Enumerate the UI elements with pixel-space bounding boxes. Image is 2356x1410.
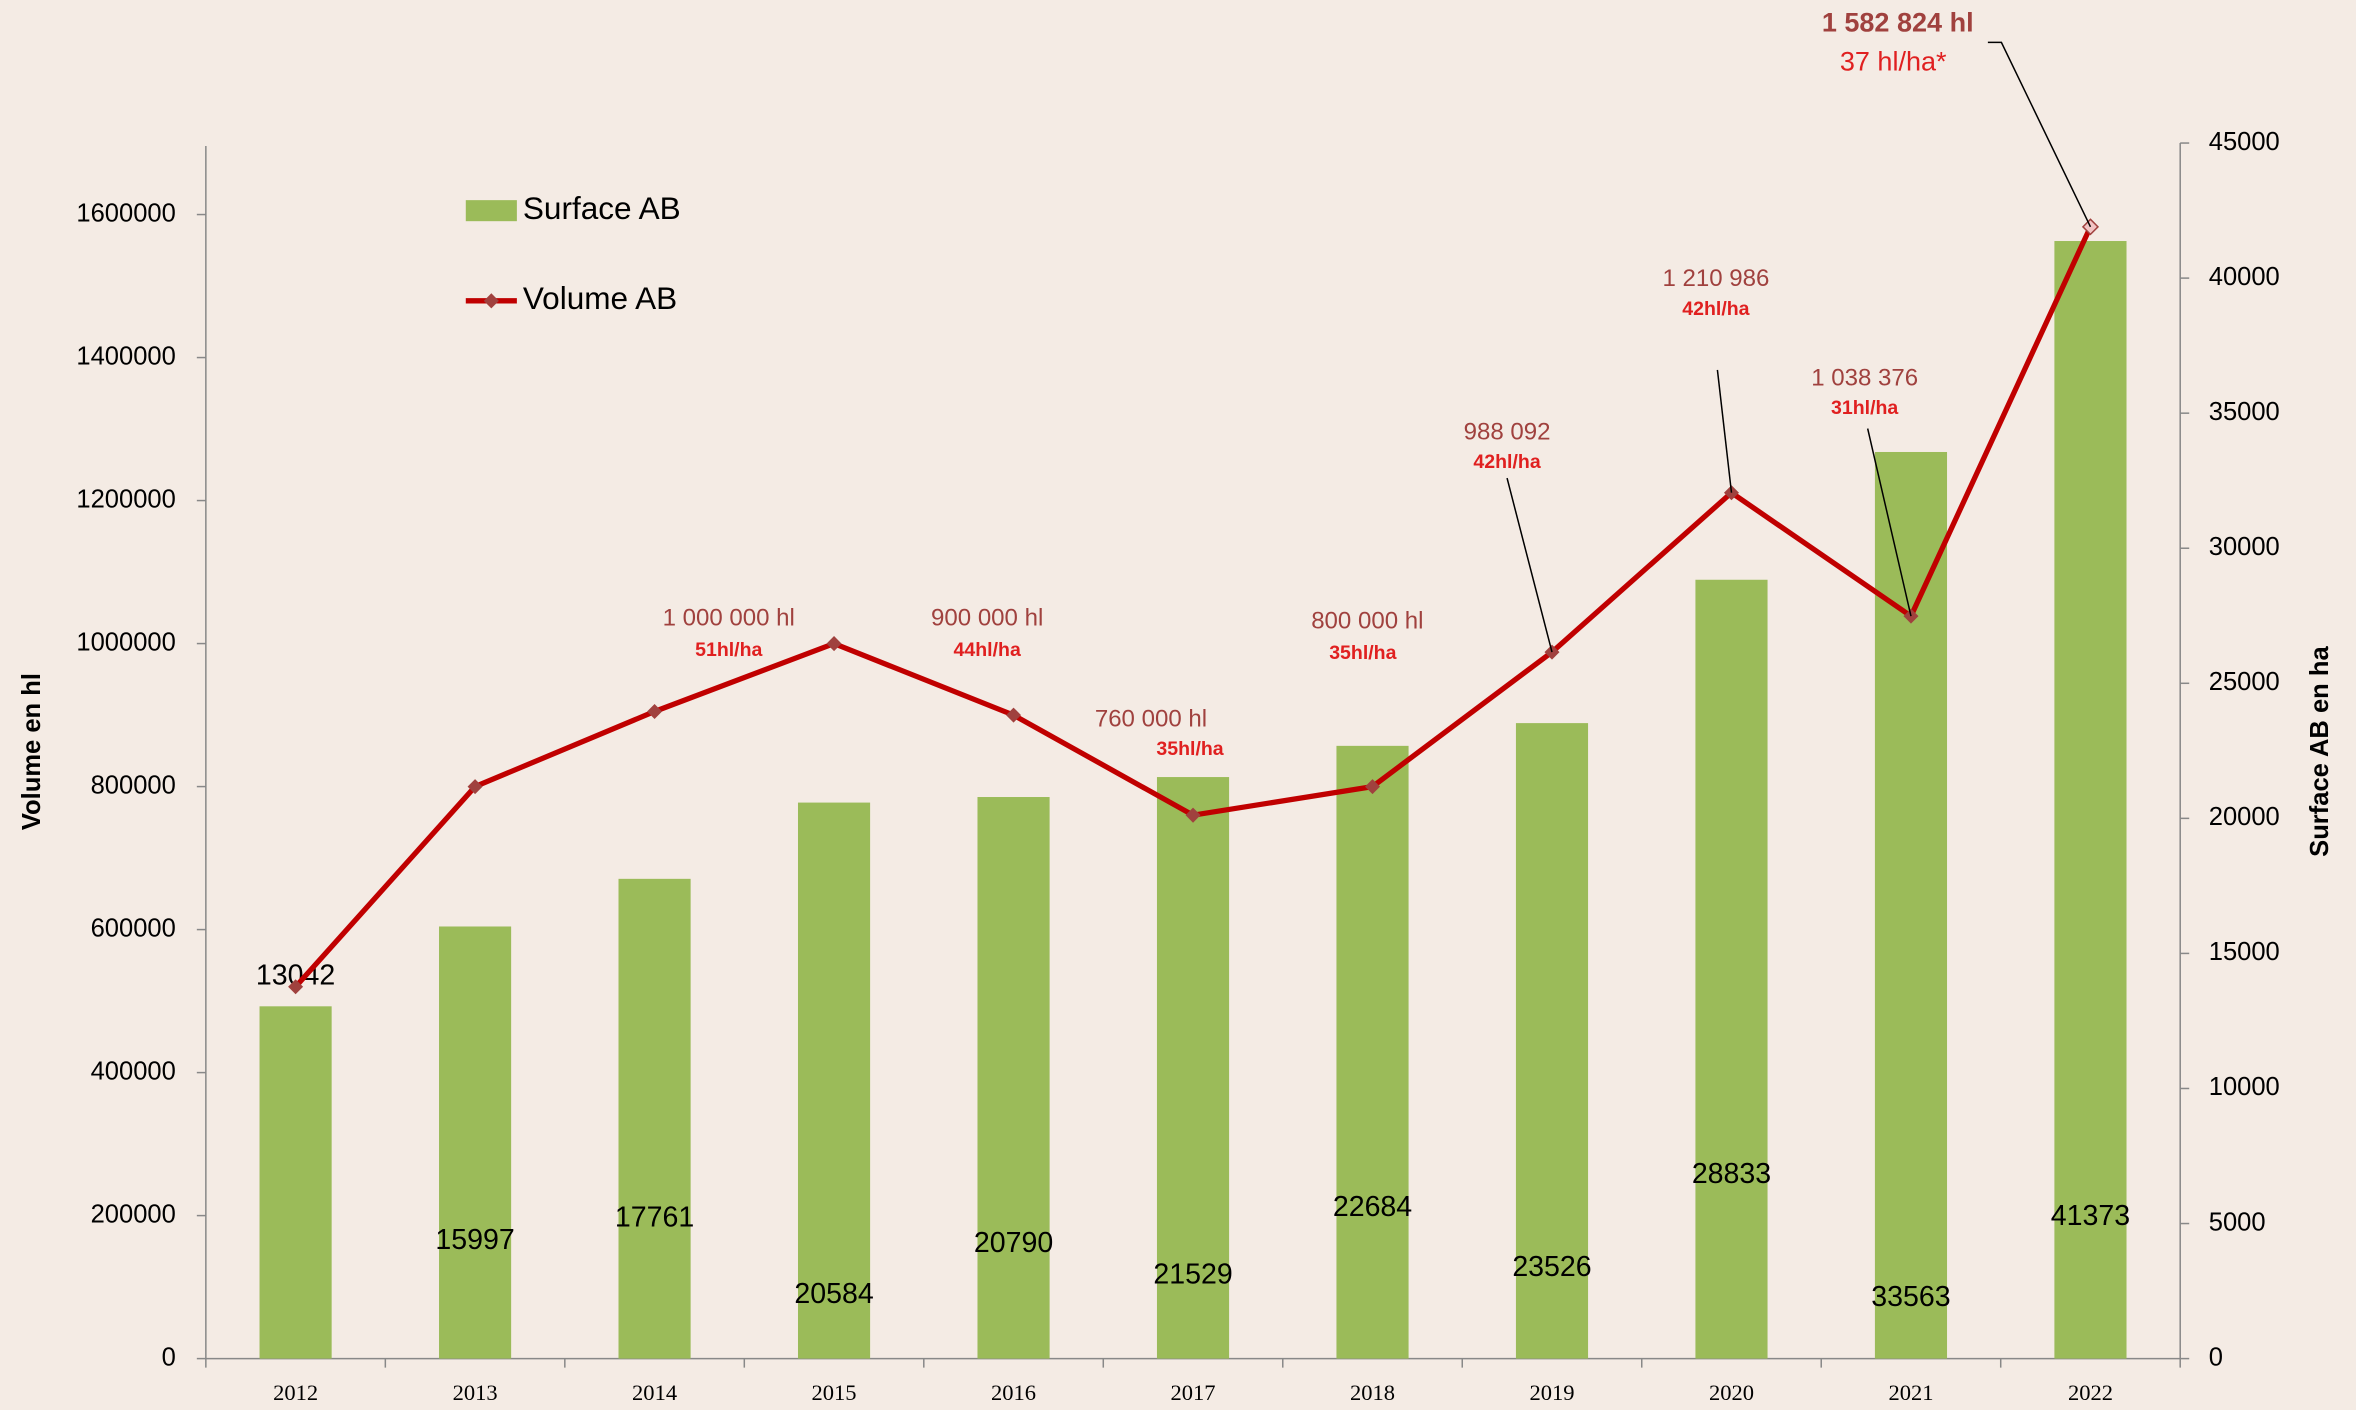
y2-tick-label: 40000 (2209, 263, 2280, 291)
legend-label: Volume AB (523, 280, 677, 316)
y-tick-label: 400000 (91, 1057, 176, 1085)
y-tick-label: 0 (162, 1343, 176, 1371)
bar (1515, 723, 1589, 1359)
x-tick-label: 2016 (991, 1380, 1036, 1405)
legend-swatch (465, 200, 517, 222)
annotation-leader (1987, 41, 2092, 228)
bar-value-label: 17761 (615, 1201, 694, 1233)
y2-tick-label: 0 (2209, 1343, 2223, 1371)
annotation-text: 900 000 hl (931, 605, 1043, 632)
y2-tick-label: 35000 (2209, 398, 2280, 426)
y2-axis-label: Surface AB en ha (2306, 646, 2334, 857)
y-tick-label: 200000 (91, 1200, 176, 1228)
y2-tick-label: 45000 (2209, 128, 2280, 156)
annotation-sub: 35hl/ha (1156, 738, 1223, 760)
legend-label: Surface AB (523, 190, 681, 226)
bar-value-label: 22684 (1333, 1191, 1412, 1223)
annotation-text: 800 000 hl (1311, 608, 1423, 635)
y2-tick-label: 25000 (2209, 668, 2280, 696)
bar-value-label: 28833 (1692, 1158, 1771, 1190)
y2-tick-label: 10000 (2209, 1073, 2280, 1101)
x-tick-label: 2015 (812, 1380, 857, 1405)
x-tick-label: 2021 (1888, 1380, 1933, 1405)
y-tick-label: 1400000 (76, 342, 175, 370)
line-marker (288, 979, 304, 995)
y-axis-label: Volume en hl (18, 673, 46, 830)
annotation-sub: 44hl/ha (954, 639, 1021, 661)
y2-tick-label: 5000 (2209, 1208, 2266, 1236)
annotation-sub: 42hl/ha (1682, 298, 1749, 320)
x-tick-label: 2020 (1709, 1380, 1754, 1405)
annotation-text: 988 092 (1464, 418, 1551, 445)
line-marker (826, 636, 842, 652)
y-tick-label: 1000000 (76, 628, 175, 656)
annotation-sub: 37 hl/ha* (1840, 47, 1947, 77)
x-tick-label: 2017 (1171, 1380, 1216, 1405)
y-tick-label: 1200000 (76, 485, 175, 513)
legend-marker (483, 293, 499, 309)
annotation-text: 1 210 986 (1662, 265, 1769, 292)
bar-value-label: 20790 (974, 1227, 1053, 1259)
annotation-sub: 51hl/ha (695, 639, 762, 661)
bar-value-label: 41373 (2051, 1200, 2130, 1232)
annotation-text: 1 038 376 (1811, 364, 1918, 391)
bar (797, 802, 871, 1359)
x-tick-label: 2012 (273, 1380, 318, 1405)
y-tick-label: 1600000 (76, 199, 175, 227)
bar (2054, 241, 2127, 1359)
x-tick-label: 2018 (1350, 1380, 1395, 1405)
annotation-leader (1506, 477, 1553, 653)
annotation-sub: 31hl/ha (1831, 397, 1898, 419)
annotation-leader (1716, 369, 1733, 493)
bar (1336, 745, 1409, 1359)
line-marker (1185, 807, 1201, 823)
annotation-sub: 42hl/ha (1473, 451, 1540, 473)
bar-value-label: 23526 (1512, 1251, 1591, 1283)
x-tick-label: 2014 (632, 1380, 677, 1405)
x-tick-label: 2019 (1529, 1380, 1574, 1405)
bar (439, 926, 512, 1359)
bar (977, 797, 1050, 1359)
y-tick-label: 800000 (91, 771, 176, 799)
y2-tick-label: 15000 (2209, 938, 2280, 966)
annotation-sub: 35hl/ha (1329, 642, 1396, 664)
y2-tick-label: 30000 (2209, 533, 2280, 561)
bar (1695, 579, 1768, 1359)
annotation-text: 1 582 824 hl (1822, 7, 1974, 37)
annotation-text: 1 000 000 hl (663, 605, 795, 632)
bar-value-label: 33563 (1871, 1281, 1950, 1313)
line-marker (1364, 779, 1381, 795)
annotation-leader (1866, 428, 1912, 617)
bar-value-label: 15997 (435, 1224, 514, 1256)
line-marker (467, 779, 483, 795)
bar-value-label: 21529 (1153, 1259, 1232, 1291)
y2-tick-label: 20000 (2209, 803, 2280, 831)
bar-value-label: 20584 (794, 1278, 873, 1310)
bar (1874, 451, 1948, 1359)
x-tick-label: 2022 (2068, 1380, 2113, 1405)
bar (618, 878, 691, 1359)
bar (1156, 777, 1230, 1359)
x-tick-label: 2013 (453, 1380, 498, 1405)
annotation-text: 760 000 hl (1095, 705, 1207, 732)
y-tick-label: 600000 (91, 914, 176, 942)
bar (259, 1006, 332, 1359)
